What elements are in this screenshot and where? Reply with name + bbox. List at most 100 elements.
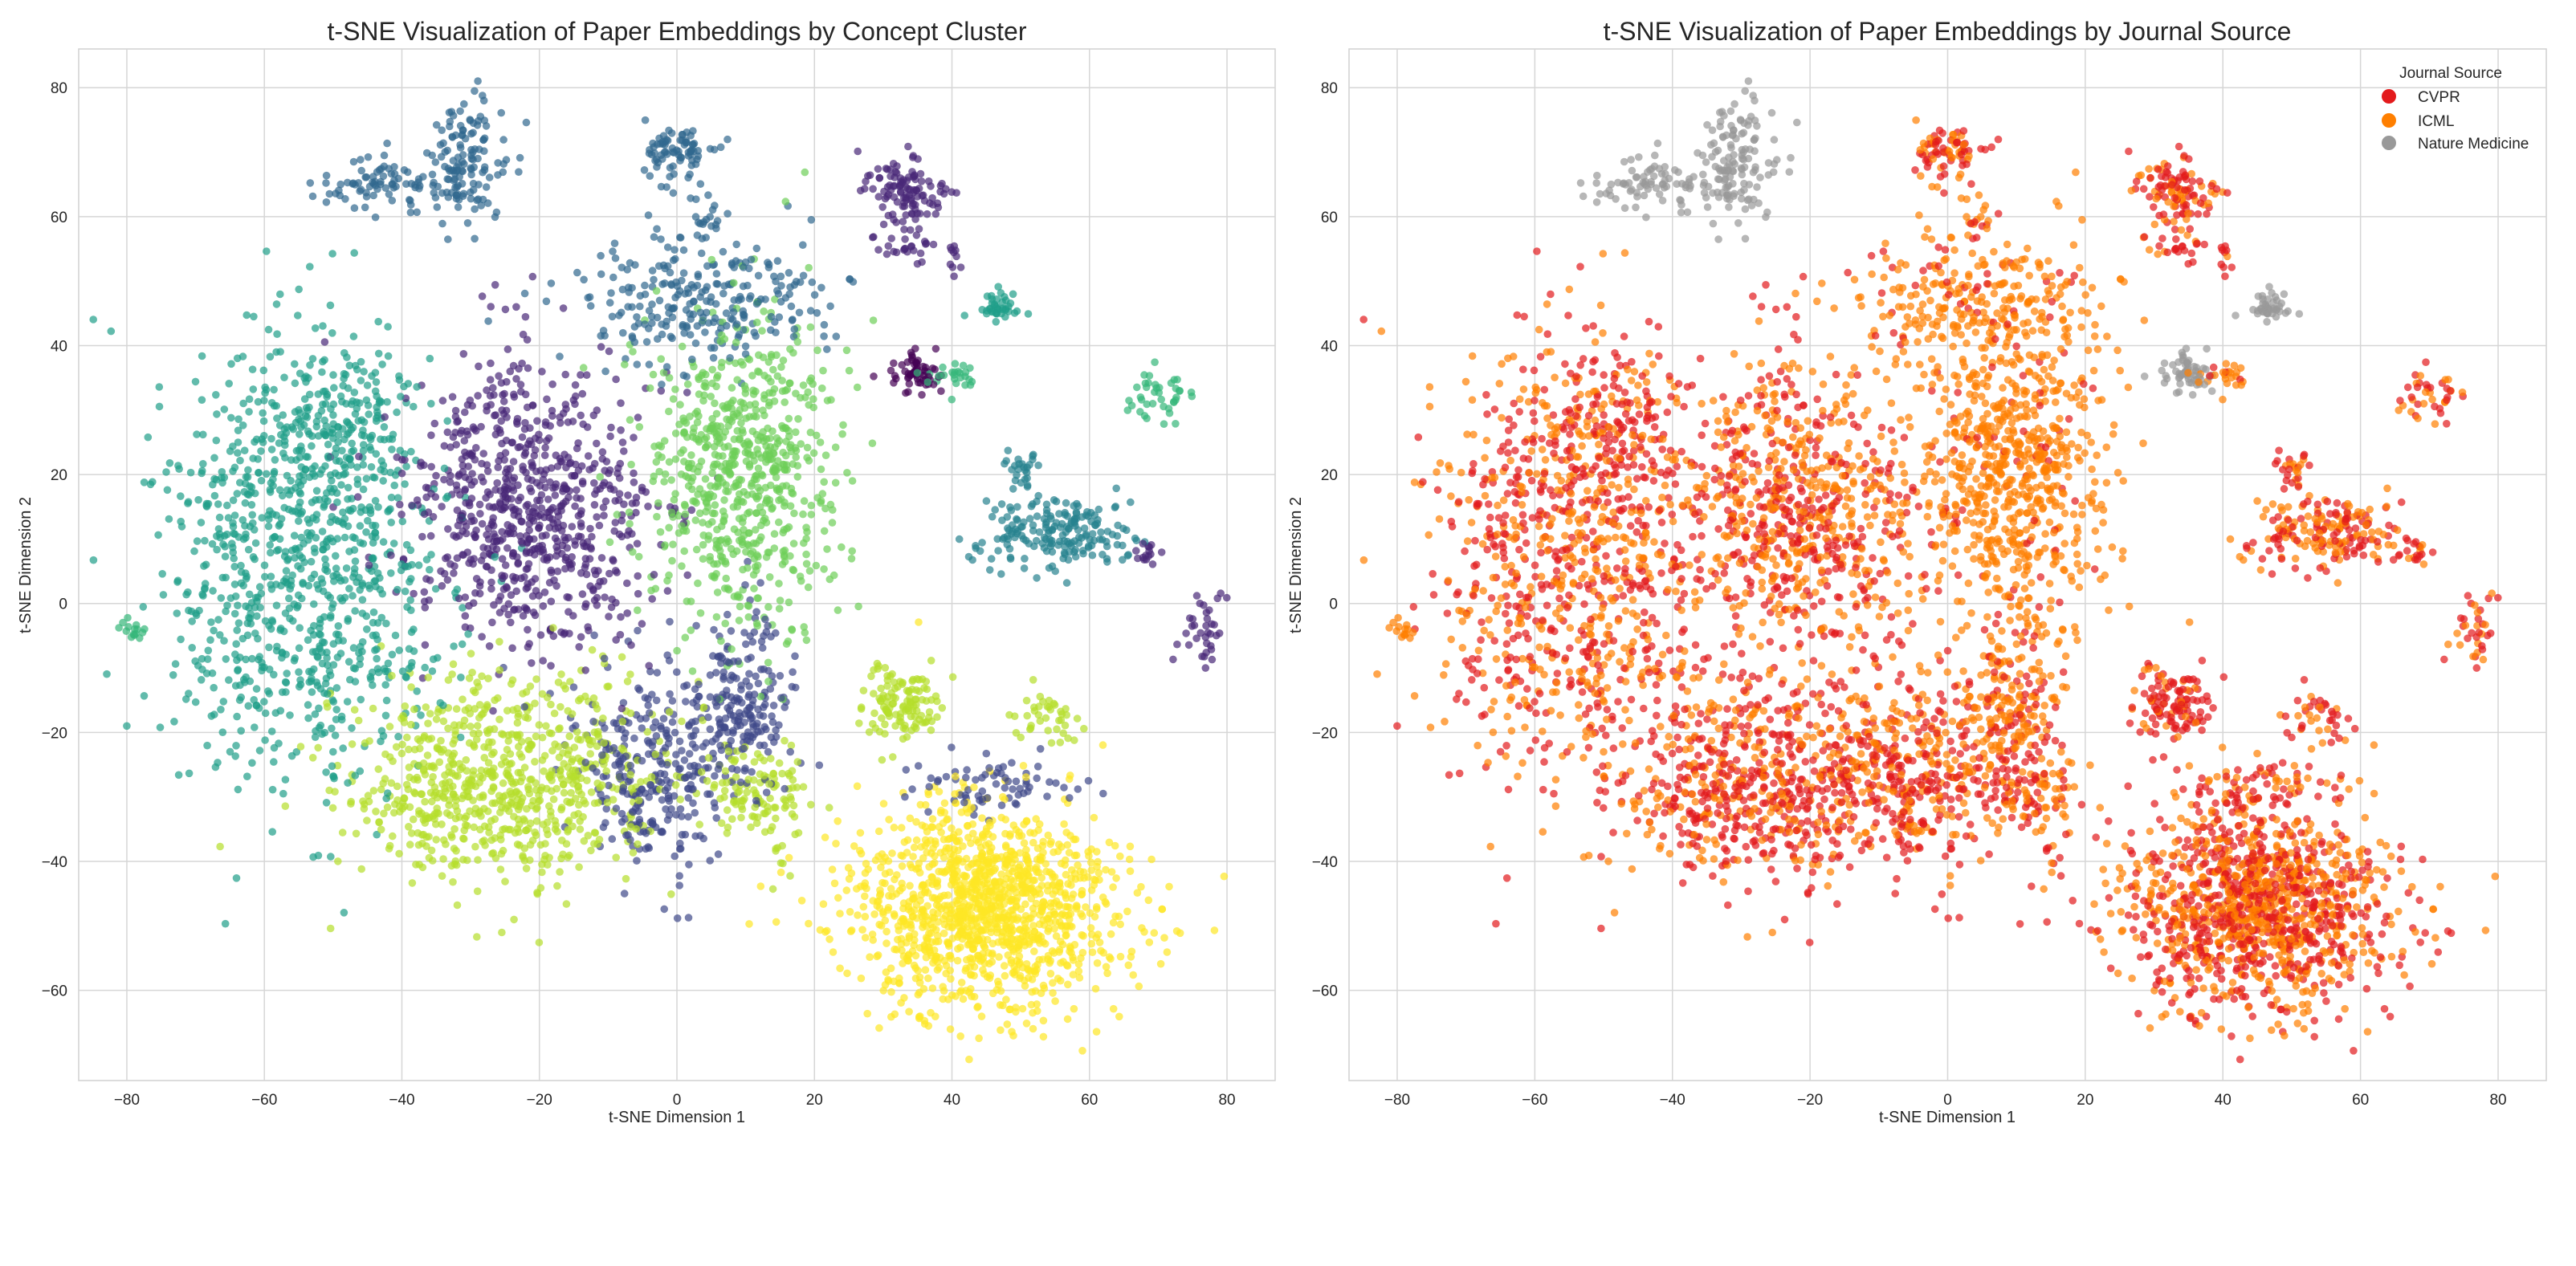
point-cluster-9 xyxy=(885,816,893,824)
point-cluster-7 xyxy=(764,446,772,454)
point-cluster-8 xyxy=(536,938,544,946)
point-cluster-9 xyxy=(1090,814,1098,822)
point-cluster-5 xyxy=(329,411,337,419)
point-cluster-6 xyxy=(960,362,968,370)
point-cluster-5 xyxy=(350,332,358,340)
point-cluster-9 xyxy=(915,1013,923,1021)
point-cluster-8 xyxy=(510,916,518,924)
point-cluster-5 xyxy=(426,566,434,574)
point-cluster-1 xyxy=(683,572,691,580)
point-cluster-7 xyxy=(813,494,821,502)
point-cluster-8 xyxy=(581,693,589,701)
point-cluster-2 xyxy=(638,724,646,732)
point-cluster-3 xyxy=(723,322,731,330)
point-cluster-9 xyxy=(876,892,884,900)
point-cluster-8 xyxy=(546,729,554,737)
point-cluster-9 xyxy=(1221,873,1229,881)
point-cluster-7 xyxy=(676,401,684,409)
point-cluster-3 xyxy=(687,194,695,202)
point-cluster-7 xyxy=(621,360,629,368)
point-cluster-1 xyxy=(605,613,613,621)
point-cluster-9 xyxy=(997,1026,1005,1034)
point-cluster-7 xyxy=(635,553,643,561)
point-cluster-8 xyxy=(602,767,610,775)
point-cluster-7 xyxy=(813,347,821,355)
point-cluster-7 xyxy=(699,555,707,563)
point-cluster-2 xyxy=(901,793,909,801)
point-cluster-5 xyxy=(258,477,266,485)
point-cluster-8 xyxy=(426,854,434,862)
point-cluster-5 xyxy=(340,349,348,357)
point-cluster-5 xyxy=(260,698,268,706)
point-cluster-8 xyxy=(786,872,794,880)
point-cluster-5 xyxy=(332,715,340,723)
point-cluster-4 xyxy=(1112,503,1120,511)
point-cluster-5 xyxy=(215,525,223,533)
point-cluster-2 xyxy=(671,729,679,737)
point-cluster-2 xyxy=(745,670,753,678)
point-cluster-7 xyxy=(736,617,744,625)
point-cluster-5 xyxy=(213,437,221,445)
point-cluster-5 xyxy=(237,694,245,702)
point-cluster-8 xyxy=(1023,712,1031,720)
point-cluster-5 xyxy=(199,431,207,439)
point-cluster-9 xyxy=(1109,883,1117,891)
point-cluster-5 xyxy=(221,405,229,413)
point-cluster-5 xyxy=(268,828,276,836)
point-cluster-8 xyxy=(592,829,600,837)
point-cluster-1 xyxy=(917,250,925,258)
point-cluster-5 xyxy=(227,594,235,602)
point-cluster-8 xyxy=(425,735,433,743)
point-cluster-5 xyxy=(244,466,252,474)
point-cluster-5 xyxy=(227,360,235,368)
point-cluster-7 xyxy=(707,393,715,401)
point-cluster-3 xyxy=(675,291,683,299)
point-cluster-8 xyxy=(807,801,815,809)
point-cluster-5 xyxy=(344,698,352,706)
point-cluster-2 xyxy=(1099,790,1107,798)
point-cluster-1 xyxy=(683,389,691,397)
point-cluster-1 xyxy=(513,418,521,426)
point-cluster-2 xyxy=(648,690,656,698)
point-cluster-8 xyxy=(450,736,459,744)
point-cluster-9 xyxy=(1019,1005,1027,1013)
point-cluster-8 xyxy=(672,781,680,789)
point-cluster-5 xyxy=(363,613,371,621)
point-cluster-2 xyxy=(711,772,719,780)
point-cluster-5 xyxy=(369,432,377,440)
concept-cluster-plot: t-SNE Visualization of Paper Embeddings … xyxy=(17,17,1275,1126)
point-cluster-3 xyxy=(788,303,796,311)
point-cluster-2 xyxy=(637,715,645,723)
point-cluster-2 xyxy=(767,633,775,641)
point-cluster-8 xyxy=(594,799,602,807)
point-cluster-8 xyxy=(355,717,363,725)
point-cluster-5 xyxy=(265,515,273,523)
point-cluster-9 xyxy=(1107,930,1115,938)
point-cluster-5 xyxy=(222,920,230,928)
point-cluster-9 xyxy=(820,900,828,908)
point-cluster-7 xyxy=(771,397,779,405)
point-cluster-5 xyxy=(213,546,221,554)
point-cluster-1 xyxy=(497,417,505,425)
point-cluster-8 xyxy=(448,833,456,841)
point-cluster-5 xyxy=(268,727,276,735)
point-cluster-9 xyxy=(923,849,931,857)
point-cluster-7 xyxy=(732,339,740,347)
point-cluster-5 xyxy=(170,718,178,726)
point-cluster-1 xyxy=(901,235,909,243)
point-cluster-7 xyxy=(754,450,762,458)
point-cluster-2 xyxy=(618,818,626,826)
point-cluster-8 xyxy=(524,783,532,791)
point-cluster-8 xyxy=(553,882,561,890)
point-cluster-4 xyxy=(1072,553,1080,561)
point-cluster-4 xyxy=(956,535,964,543)
point-cluster-2 xyxy=(786,748,794,756)
point-cluster-7 xyxy=(696,510,704,518)
point-cluster-3 xyxy=(742,343,750,351)
point-cluster-4 xyxy=(998,500,1006,508)
point-cluster-1 xyxy=(552,535,560,543)
point-cluster-8 xyxy=(627,823,635,831)
point-cluster-5 xyxy=(207,618,215,626)
point-cluster-5 xyxy=(286,605,294,613)
point-cluster-8 xyxy=(788,742,796,750)
